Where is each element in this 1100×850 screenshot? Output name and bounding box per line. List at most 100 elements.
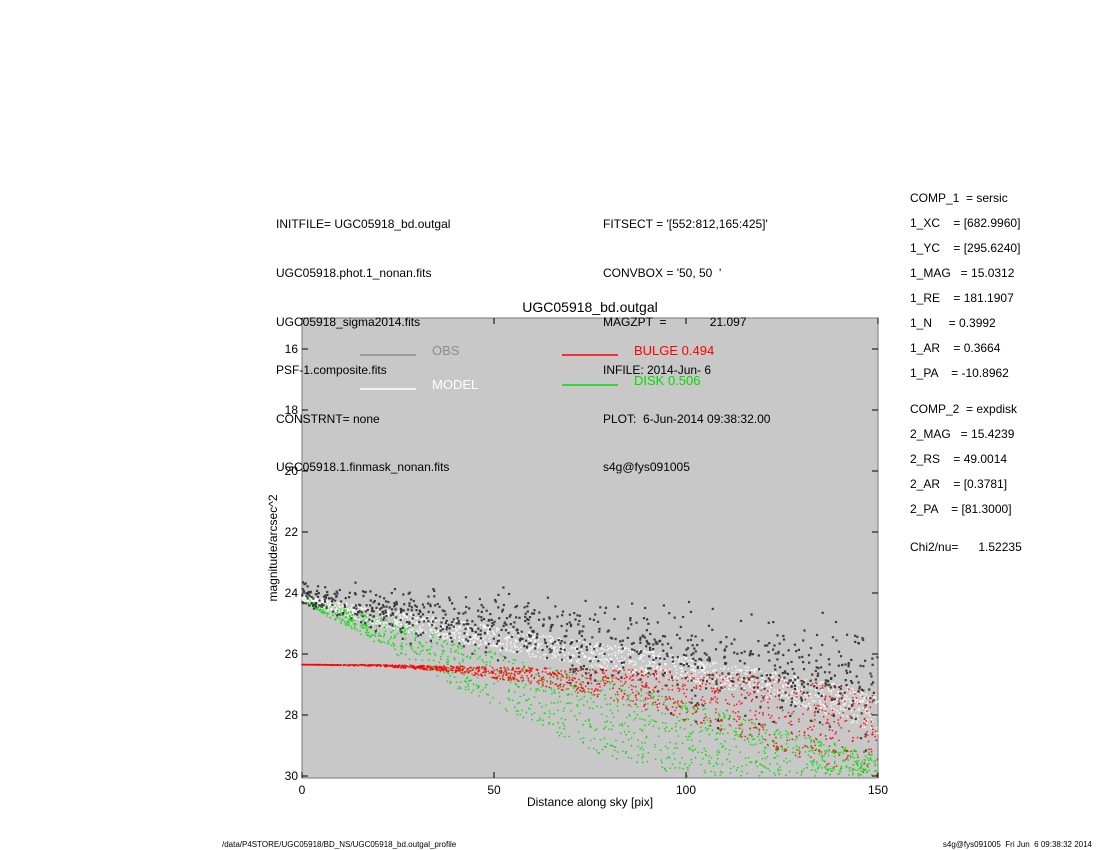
obs-point — [578, 614, 581, 617]
model-point — [308, 597, 311, 599]
bulge-point — [847, 688, 850, 690]
bulge-point — [696, 707, 699, 710]
disk-point — [599, 738, 602, 741]
bulge-point — [647, 687, 650, 689]
model-point — [834, 700, 837, 703]
obs-point — [527, 618, 530, 621]
obs-point — [742, 677, 746, 680]
obs-point — [302, 602, 305, 605]
disk-point — [623, 689, 626, 692]
disk-point — [355, 623, 357, 626]
disk-point — [831, 767, 834, 769]
model-point — [845, 698, 848, 700]
bulge-point — [709, 701, 712, 704]
model-point — [580, 648, 583, 651]
bulge-point — [325, 664, 328, 666]
disk-point — [849, 767, 852, 769]
obs-point — [482, 617, 486, 621]
obs-point — [825, 683, 828, 686]
bulge-point — [550, 674, 552, 677]
bulge-point — [760, 724, 763, 727]
model-point — [466, 633, 468, 636]
model-point — [381, 614, 384, 617]
disk-point — [566, 702, 568, 705]
model-point — [627, 649, 630, 652]
disk-point — [834, 744, 837, 747]
model-point — [747, 669, 750, 672]
disk-point — [833, 752, 835, 755]
disk-point — [796, 737, 798, 740]
obs-point — [695, 720, 698, 723]
obs-point — [850, 716, 853, 719]
obs-point — [354, 581, 357, 584]
disk-point — [627, 756, 630, 759]
obs-point — [526, 610, 529, 613]
model-point — [405, 626, 407, 629]
model-point — [734, 665, 737, 668]
obs-point — [561, 614, 564, 617]
disk-point — [446, 680, 449, 683]
disk-point — [564, 671, 566, 674]
obs-point — [546, 596, 549, 599]
obs-point — [843, 691, 846, 694]
bulge-point — [545, 685, 548, 688]
obs-point — [546, 645, 549, 648]
obs-point — [326, 590, 329, 594]
disk-point — [572, 687, 575, 689]
disk-point — [641, 757, 643, 759]
bulge-point — [507, 668, 510, 671]
obs-point — [578, 630, 581, 633]
bulge-point — [538, 675, 541, 678]
obs-point — [391, 612, 394, 615]
model-point — [410, 612, 412, 615]
bulge-point — [442, 670, 445, 672]
disk-point — [367, 626, 370, 629]
obs-point — [694, 694, 697, 697]
bulge-point — [704, 702, 706, 705]
obs-point — [538, 611, 541, 614]
model-point — [482, 624, 485, 627]
disk-point — [625, 733, 628, 736]
model-point — [627, 647, 630, 650]
bulge-point — [634, 696, 637, 699]
obs-point — [526, 645, 529, 648]
disk-point — [429, 653, 432, 655]
bulge-point — [653, 686, 656, 689]
model-point — [596, 649, 599, 652]
disk-point — [609, 682, 612, 685]
model-point — [641, 668, 644, 671]
disk-point — [523, 665, 526, 667]
disk-point — [774, 774, 776, 777]
model-point — [678, 656, 681, 659]
obs-point — [563, 635, 566, 638]
disk-point — [379, 641, 382, 644]
disk-point — [627, 738, 630, 741]
bulge-point — [870, 720, 873, 723]
disk-point — [604, 721, 607, 723]
disk-point — [758, 751, 760, 754]
model-point — [406, 616, 409, 619]
bulge-point — [596, 694, 599, 696]
disk-point — [457, 687, 460, 690]
model-point — [659, 652, 662, 655]
disk-point — [565, 688, 567, 691]
model-point — [731, 671, 734, 674]
obs-point — [436, 602, 439, 606]
bulge-point — [631, 688, 633, 691]
obs-point — [532, 629, 535, 632]
model-point — [594, 645, 596, 648]
obs-point — [820, 666, 823, 669]
obs-point — [371, 606, 374, 609]
obs-point — [815, 633, 819, 637]
obs-point — [631, 648, 634, 651]
obs-point — [393, 602, 396, 605]
bulge-point — [828, 745, 831, 747]
obs-point — [505, 617, 508, 620]
model-point — [801, 703, 804, 706]
model-point — [416, 630, 419, 633]
bulge-point — [720, 719, 722, 722]
model-point — [832, 701, 835, 703]
bulge-point — [875, 739, 878, 742]
bulge-point — [793, 691, 795, 694]
bulge-point — [548, 686, 551, 689]
